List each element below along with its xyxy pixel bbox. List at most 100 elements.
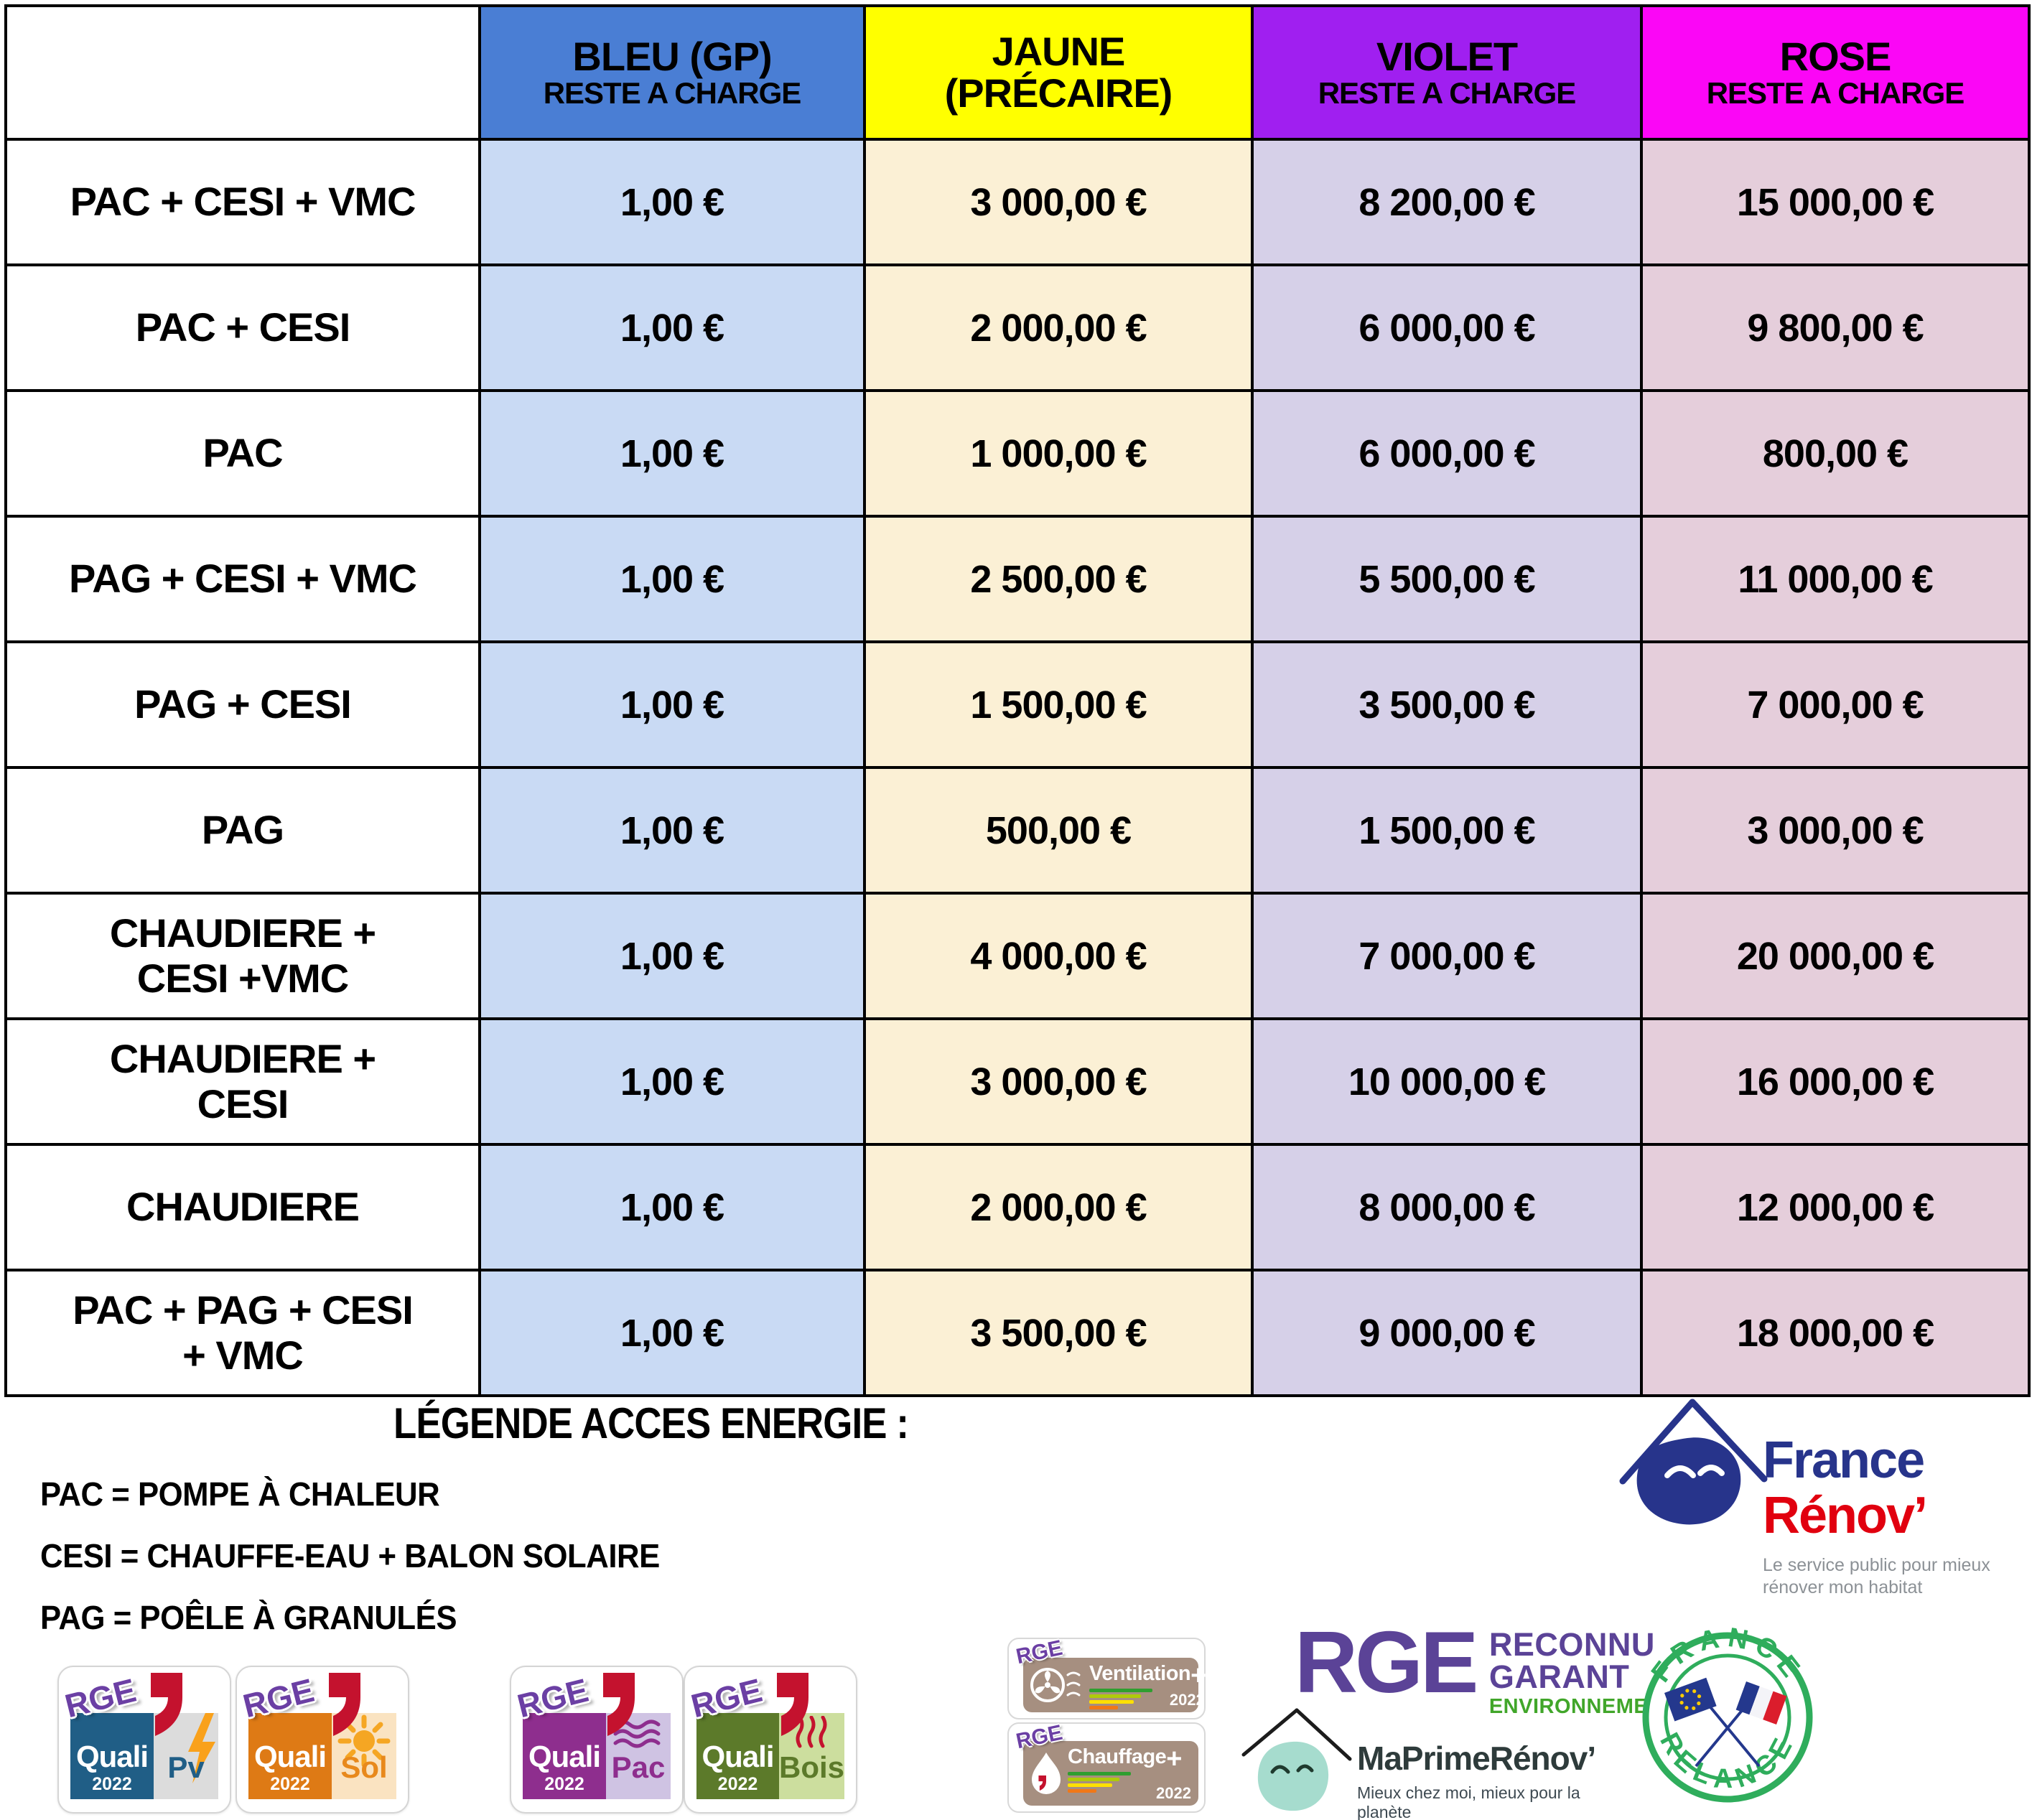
price-cell-rose: 15 000,00 € <box>1640 138 2031 266</box>
france-renov-tagline: rénover mon habitat <box>1763 1577 1923 1597</box>
rge-ventilation-badge: RGE Ventilation+ <box>1007 1636 1206 1719</box>
table-row: PAC + CESI 1,00 € 2 000,00 € 6 000,00 € … <box>4 263 2031 392</box>
price-cell-jaune: 3 500,00 € <box>863 1269 1254 1397</box>
fan-icon <box>1030 1668 1081 1702</box>
quali-year: 2022 <box>544 1774 584 1794</box>
qualipac-box: Quali 2022 Pac <box>523 1713 671 1799</box>
price-cell-bleu: 1,00 € <box>478 766 866 895</box>
badge-year: 2022 <box>1169 1691 1205 1709</box>
price-cell-jaune: 500,00 € <box>863 766 1254 895</box>
french-flag-icon <box>1735 1681 1787 1725</box>
row-label: PAG + CESI + VMC <box>4 515 481 643</box>
energy-stripes-icon <box>1089 1689 1206 1709</box>
quali-suffix: Pac <box>611 1750 666 1784</box>
price-cell-jaune: 3 000,00 € <box>863 1017 1254 1146</box>
price-cell-bleu: 1,00 € <box>478 389 866 518</box>
price-cell-bleu: 1,00 € <box>478 515 866 643</box>
rge-qualibois-badge: RGE Quali 2022 Bois <box>684 1666 857 1814</box>
ventilation-plate: Ventilation+ 2022 <box>1023 1658 1206 1712</box>
price-cell-jaune: 4 000,00 € <box>863 892 1254 1020</box>
price-cell-bleu: 1,00 € <box>478 1269 866 1397</box>
badge-year: 2022 <box>1156 1784 1191 1802</box>
price-cell-jaune: 1 000,00 € <box>863 389 1254 518</box>
comma-icon <box>329 1673 360 1736</box>
legend-title: LÉGENDE ACCES ENERGIE : <box>393 1399 909 1447</box>
quali-suffix: Bois <box>778 1750 844 1784</box>
rge-word-garant: GARANT <box>1488 1658 1630 1695</box>
column-header-violet: VIOLET RESTE A CHARGE <box>1251 4 1643 141</box>
price-cell-bleu: 1,00 € <box>478 640 866 769</box>
rge-qualipv-badge: RGE Quali 2022 Pv <box>57 1666 231 1814</box>
maprimerenov-logo: MaPrimeRénov’ Mieux chez moi, mieux pour… <box>1235 1702 1626 1820</box>
rge-qualipac-badge: RGE Quali 2022 Pac <box>510 1666 684 1814</box>
table-row: PAC + CESI + VMC 1,00 € 3 000,00 € 8 200… <box>4 138 2031 266</box>
row-label: PAC + CESI <box>4 263 481 392</box>
table-row: PAG + CESI 1,00 € 1 500,00 € 3 500,00 € … <box>4 640 2031 769</box>
rge-acronym: RGE <box>1295 1613 1478 1711</box>
row-label: CHAUDIERE <box>4 1143 481 1271</box>
comma-icon <box>603 1673 635 1736</box>
column-header-bleu: BLEU (GP) RESTE A CHARGE <box>478 4 866 141</box>
maprimerenov-tagline: Mieux chez moi, mieux pour la planète <box>1357 1783 1580 1820</box>
comma-icon <box>151 1673 182 1736</box>
price-cell-bleu: 1,00 € <box>478 263 866 392</box>
price-cell-bleu: 1,00 € <box>478 138 866 266</box>
qualisol-box: Quali 2022 Sol <box>248 1713 396 1799</box>
quali-year: 2022 <box>270 1774 310 1794</box>
table-row: PAC + PAG + CESI + VMC 1,00 € 3 500,00 €… <box>4 1269 2031 1397</box>
rge-logo: RGE RECONNU GARANT ENVIRONNEMENT <box>1295 1613 1677 1719</box>
house-icon <box>1241 1708 1352 1811</box>
table-row: PAC 1,00 € 1 000,00 € 6 000,00 € 800,00 … <box>4 389 2031 518</box>
price-cell-rose: 9 800,00 € <box>1640 263 2031 392</box>
price-cell-rose: 3 000,00 € <box>1640 766 2031 895</box>
price-cell-violet: 5 500,00 € <box>1251 515 1643 643</box>
price-cell-rose: 12 000,00 € <box>1640 1143 2031 1271</box>
qualibois-box: Quali 2022 Bois <box>696 1713 844 1799</box>
corner-cell <box>4 4 481 141</box>
header-subtitle: RESTE A CHARGE <box>1706 76 1965 111</box>
header-title: JAUNE <box>992 28 1126 74</box>
price-cell-violet: 6 000,00 € <box>1251 263 1643 392</box>
france-relance-logo: FRANCE RELANCE <box>1642 1623 1813 1803</box>
header-title: BLEU (GP) <box>572 33 772 79</box>
price-cell-jaune: 1 500,00 € <box>863 640 1254 769</box>
table-row: CHAUDIERE + CESI +VMC 1,00 € 4 000,00 € … <box>4 892 2031 1020</box>
price-cell-bleu: 1,00 € <box>478 1143 866 1271</box>
row-label: PAC + CESI + VMC <box>4 138 481 266</box>
rge-word-reconnu: RECONNU <box>1488 1626 1655 1663</box>
price-cell-rose: 800,00 € <box>1640 389 2031 518</box>
price-cell-violet: 10 000,00 € <box>1251 1017 1643 1146</box>
price-cell-jaune: 2 500,00 € <box>863 515 1254 643</box>
lightning-icon <box>188 1713 215 1783</box>
price-cell-violet: 1 500,00 € <box>1251 766 1643 895</box>
flame-icon <box>1032 1753 1061 1794</box>
row-label: PAG + CESI <box>4 640 481 769</box>
quali-brand: Quali <box>75 1740 149 1773</box>
price-table: BLEU (GP) RESTE A CHARGE JAUNE (PRÉCAIRE… <box>4 4 2031 1397</box>
quali-brand: Quali <box>702 1740 774 1773</box>
row-label: PAG <box>4 766 481 895</box>
eu-flag-icon <box>1664 1677 1717 1722</box>
table-row: CHAUDIERE + CESI 1,00 € 3 000,00 € 10 00… <box>4 1017 2031 1146</box>
quali-suffix: Sol <box>340 1750 388 1784</box>
quali-year: 2022 <box>717 1774 758 1794</box>
table-header-row: BLEU (GP) RESTE A CHARGE JAUNE (PRÉCAIRE… <box>4 4 2031 141</box>
rge-chauffage-badge: RGE Chauffage+ 2022 <box>1007 1721 1206 1813</box>
price-cell-violet: 3 500,00 € <box>1251 640 1643 769</box>
price-cell-violet: 7 000,00 € <box>1251 892 1643 1020</box>
badge-label: Chauffage <box>1068 1745 1167 1768</box>
row-label: CHAUDIERE + CESI <box>4 1017 481 1146</box>
price-cell-jaune: 3 000,00 € <box>863 138 1254 266</box>
qualipv-box: Quali 2022 Pv <box>70 1713 218 1799</box>
legend-item: CESI = CHAUFFE-EAU + BALON SOLAIRE <box>40 1537 660 1574</box>
price-cell-jaune: 2 000,00 € <box>863 263 1254 392</box>
rge-qualisol-badge: RGE Quali 2022 Sol <box>236 1666 409 1814</box>
badge-label: Ventilation <box>1089 1662 1191 1685</box>
table-row: PAG + CESI + VMC 1,00 € 2 500,00 € 5 500… <box>4 515 2031 643</box>
header-subtitle: RESTE A CHARGE <box>543 76 802 111</box>
france-renov-wordmark: France Rénov’ Le service public pour mie… <box>1763 1434 1990 1599</box>
maprimerenov-title: MaPrimeRénov’ <box>1357 1740 1596 1777</box>
header-subtitle: RESTE A CHARGE <box>1318 76 1577 111</box>
france-renov-logo: France Rénov’ Le service public pour mie… <box>1616 1396 2032 1644</box>
